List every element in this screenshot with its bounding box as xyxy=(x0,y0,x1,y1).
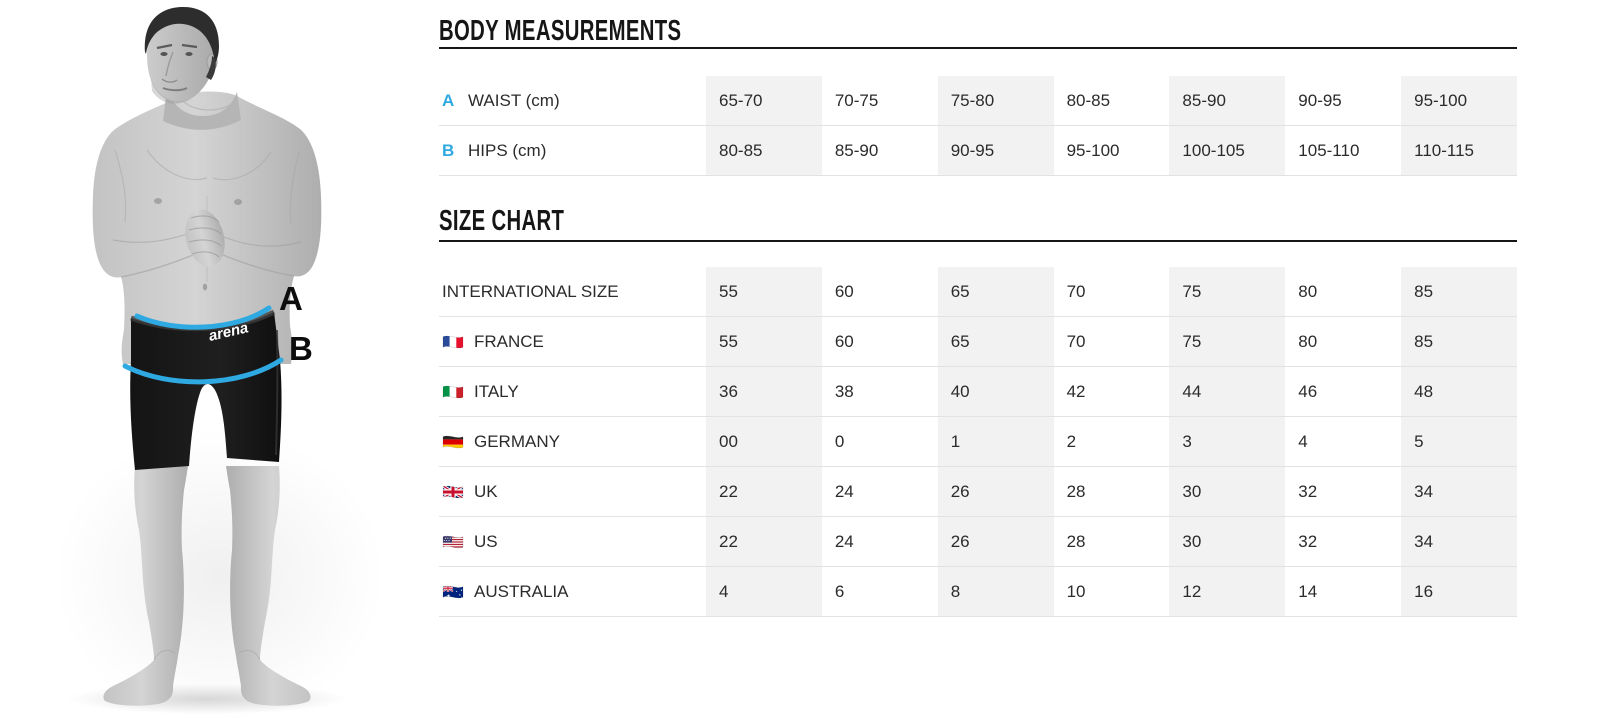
waist-value-cell: 95-100 xyxy=(1401,76,1517,126)
australia-row-label: AUSTRALIA xyxy=(439,567,706,617)
size-value-cell: 32 xyxy=(1285,467,1402,517)
size-value-cell: 10 xyxy=(1053,567,1170,617)
germany-row-label: GERMANY xyxy=(439,417,706,467)
size-value-cell: 60 xyxy=(821,267,938,317)
marker-b: B xyxy=(289,330,313,367)
size-value-cell: 38 xyxy=(821,367,938,417)
size-value-cell: 30 xyxy=(1169,467,1286,517)
france-flag-icon xyxy=(442,334,464,350)
backdrop xyxy=(55,430,385,722)
size-value-cell: 80 xyxy=(1285,267,1402,317)
size-value-cell: 6 xyxy=(821,567,938,617)
size-value-cell: 24 xyxy=(821,517,938,567)
body-figure-image: arena A B xyxy=(55,6,385,722)
size-value-cell: 65 xyxy=(937,317,1054,367)
hips-value-cell: 95-100 xyxy=(1053,126,1170,176)
size-value-cell: 28 xyxy=(1053,517,1170,567)
size-value-cell: 14 xyxy=(1285,567,1402,617)
size-value-cell: 65 xyxy=(937,267,1054,317)
hips-value-cell: 110-115 xyxy=(1401,126,1517,176)
size-value-cell: 24 xyxy=(821,467,938,517)
waist-value-cell: 90-95 xyxy=(1285,76,1402,126)
size-value-cell: 4 xyxy=(706,567,822,617)
uk-flag-icon xyxy=(442,484,464,500)
marker-a-label: A xyxy=(442,90,455,110)
waist-value-cell: 85-90 xyxy=(1169,76,1286,126)
size-value-cell: 34 xyxy=(1401,517,1517,567)
legs xyxy=(103,466,311,706)
size-value-cell: 1 xyxy=(937,417,1054,467)
marker-a: A xyxy=(279,280,303,317)
hips-value-cell: 90-95 xyxy=(937,126,1054,176)
size-value-cell: 34 xyxy=(1401,467,1517,517)
waist-row-label: A WAIST (cm) xyxy=(439,76,706,126)
hips-row-label: B HIPS (cm) xyxy=(439,126,706,176)
model-photo: arena A B xyxy=(55,0,385,722)
hips-value-cell: 85-90 xyxy=(821,126,938,176)
title-rule xyxy=(439,240,1517,242)
size-value-cell: 3 xyxy=(1169,417,1286,467)
germany-flag-icon xyxy=(442,434,464,450)
size-value-cell: 22 xyxy=(706,467,822,517)
waist-value-cell: 65-70 xyxy=(706,76,822,126)
size-value-cell: 75 xyxy=(1169,317,1286,367)
hips-value-cell: 105-110 xyxy=(1285,126,1402,176)
size-value-cell: 32 xyxy=(1285,517,1402,567)
waist-value-cell: 80-85 xyxy=(1053,76,1170,126)
size-value-cell: 5 xyxy=(1401,417,1517,467)
size-value-cell: 44 xyxy=(1169,367,1286,417)
size-value-cell: 70 xyxy=(1053,267,1170,317)
size-value-cell: 40 xyxy=(937,367,1054,417)
size-value-cell: 60 xyxy=(821,317,938,367)
size-value-cell: 0 xyxy=(821,417,938,467)
size-value-cell: 16 xyxy=(1401,567,1517,617)
hips-arc-b xyxy=(122,357,284,385)
title-rule xyxy=(439,47,1517,49)
body-measurements-title: BODY MEASUREMENTS xyxy=(439,15,682,47)
size-chart-title: SIZE CHART xyxy=(439,205,565,237)
torso xyxy=(92,91,322,364)
size-value-cell: 55 xyxy=(706,317,822,367)
international-size-label: INTERNATIONAL SIZE xyxy=(439,267,706,317)
size-value-cell: 26 xyxy=(937,467,1054,517)
us-row-label: US xyxy=(439,517,706,567)
size-value-cell: 8 xyxy=(937,567,1054,617)
marker-b-label: B xyxy=(442,140,455,160)
italy-row-label: ITALY xyxy=(439,367,706,417)
waist-arc-a xyxy=(134,305,272,330)
size-value-cell: 55 xyxy=(706,267,822,317)
size-chart-table: INTERNATIONAL SIZE 55 60 65 70 75 80 85 xyxy=(439,267,1517,617)
size-guide-content: BODY MEASUREMENTS A WAIST (cm) 65-70 70-… xyxy=(439,0,1517,722)
uk-row-label: UK xyxy=(439,467,706,517)
size-value-cell: 4 xyxy=(1285,417,1402,467)
size-value-cell: 36 xyxy=(706,367,822,417)
australia-flag-icon xyxy=(442,584,464,600)
head xyxy=(144,6,241,130)
size-value-cell: 30 xyxy=(1169,517,1286,567)
waist-value-cell: 75-80 xyxy=(937,76,1054,126)
size-value-cell: 22 xyxy=(706,517,822,567)
france-row-label: FRANCE xyxy=(439,317,706,367)
size-value-cell: 26 xyxy=(937,517,1054,567)
size-value-cell: 00 xyxy=(706,417,822,467)
size-value-cell: 85 xyxy=(1401,317,1517,367)
size-value-cell: 42 xyxy=(1053,367,1170,417)
size-value-cell: 28 xyxy=(1053,467,1170,517)
size-value-cell: 70 xyxy=(1053,317,1170,367)
size-value-cell: 12 xyxy=(1169,567,1286,617)
size-value-cell: 80 xyxy=(1285,317,1402,367)
size-value-cell: 48 xyxy=(1401,367,1517,417)
us-flag-icon xyxy=(442,534,464,550)
size-value-cell: 85 xyxy=(1401,267,1517,317)
size-value-cell: 46 xyxy=(1285,367,1402,417)
size-value-cell: 75 xyxy=(1169,267,1286,317)
body-measurements-table: A WAIST (cm) 65-70 70-75 75-80 80-85 85-… xyxy=(439,76,1517,176)
hips-value-cell: 100-105 xyxy=(1169,126,1286,176)
italy-flag-icon xyxy=(442,384,464,400)
size-value-cell: 2 xyxy=(1053,417,1170,467)
waist-value-cell: 70-75 xyxy=(821,76,938,126)
hips-value-cell: 80-85 xyxy=(706,126,822,176)
